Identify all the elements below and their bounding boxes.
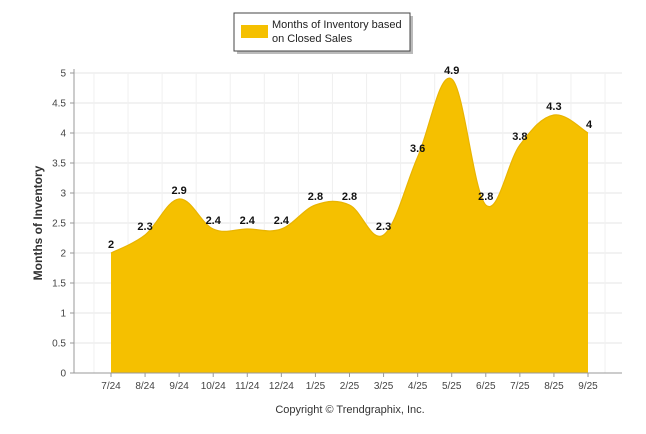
y-tick-label: 4.5 xyxy=(52,99,66,110)
data-label: 3.8 xyxy=(512,131,527,143)
data-label: 2.4 xyxy=(206,215,222,227)
legend-label-line-2: on Closed Sales xyxy=(272,33,353,45)
x-tick-label: 3/25 xyxy=(374,381,394,392)
data-label: 2.8 xyxy=(342,191,357,203)
x-tick-label: 6/25 xyxy=(476,381,496,392)
y-tick-label: 3.5 xyxy=(52,159,66,170)
x-tick-label: 1/25 xyxy=(306,381,326,392)
x-tick-label: 12/24 xyxy=(269,381,294,392)
x-tick-label: 8/25 xyxy=(544,381,564,392)
y-tick-label: 2.5 xyxy=(52,219,66,230)
data-labels: 2 2.3 2.9 2.4 2.4 2.4 2.8 2.8 2.3 3.6 4.9 2.8 3.8 4.3… xyxy=(108,65,593,251)
y-tick-labels: 0 0.5 1 1.5 2 2.5 3 3.5 4 4.5 5 xyxy=(52,69,66,380)
y-tick-label: 4 xyxy=(60,129,66,140)
data-label: 4.3 xyxy=(546,101,561,113)
x-tick-label: 11/24 xyxy=(235,381,260,392)
area-fill xyxy=(111,78,588,373)
data-label: 2.3 xyxy=(137,221,152,233)
y-tick-label: 0.5 xyxy=(52,339,66,350)
x-tick-label: 9/24 xyxy=(169,381,189,392)
x-tick-label: 7/25 xyxy=(510,381,530,392)
data-label: 4.9 xyxy=(444,65,459,77)
area-series xyxy=(110,77,589,373)
y-tick-label: 3 xyxy=(60,189,66,200)
legend-swatch xyxy=(241,25,268,38)
axes xyxy=(70,69,622,377)
y-tick-label: 1 xyxy=(60,309,66,320)
data-label: 2 xyxy=(108,239,114,251)
data-label: 4 xyxy=(586,119,593,131)
y-tick-label: 2 xyxy=(60,249,66,260)
y-axis-label: Months of Inventory xyxy=(31,165,45,280)
data-label: 3.6 xyxy=(410,143,425,155)
data-label: 2.8 xyxy=(478,191,493,203)
x-tick-labels: 7/24 8/24 9/24 10/24 11/24 12/24 1/25 2/25 3/25 4… xyxy=(101,381,598,392)
x-tick-label: 5/25 xyxy=(442,381,462,392)
x-tick-label: 7/24 xyxy=(101,381,121,392)
legend-label-line-1: Months of Inventory based xyxy=(272,19,402,31)
y-tick-label: 0 xyxy=(60,369,66,380)
y-tick-label: 1.5 xyxy=(52,279,66,290)
data-label: 2.8 xyxy=(308,191,323,203)
x-tick-label: 9/25 xyxy=(578,381,598,392)
area-line xyxy=(110,77,589,254)
x-tick-label: 8/24 xyxy=(135,381,155,392)
data-label: 2.3 xyxy=(376,221,391,233)
legend[interactable]: Months of Inventory based on Closed Sale… xyxy=(233,12,413,54)
x-tick-label: 4/25 xyxy=(408,381,428,392)
copyright-text: Copyright © Trendgraphix, Inc. xyxy=(275,404,424,416)
y-tick-label: 5 xyxy=(60,69,66,80)
data-label: 2.9 xyxy=(171,185,186,197)
x-tick-label: 10/24 xyxy=(201,381,226,392)
x-tick-label: 2/25 xyxy=(340,381,360,392)
data-label: 2.4 xyxy=(274,215,290,227)
data-label: 2.4 xyxy=(240,215,256,227)
